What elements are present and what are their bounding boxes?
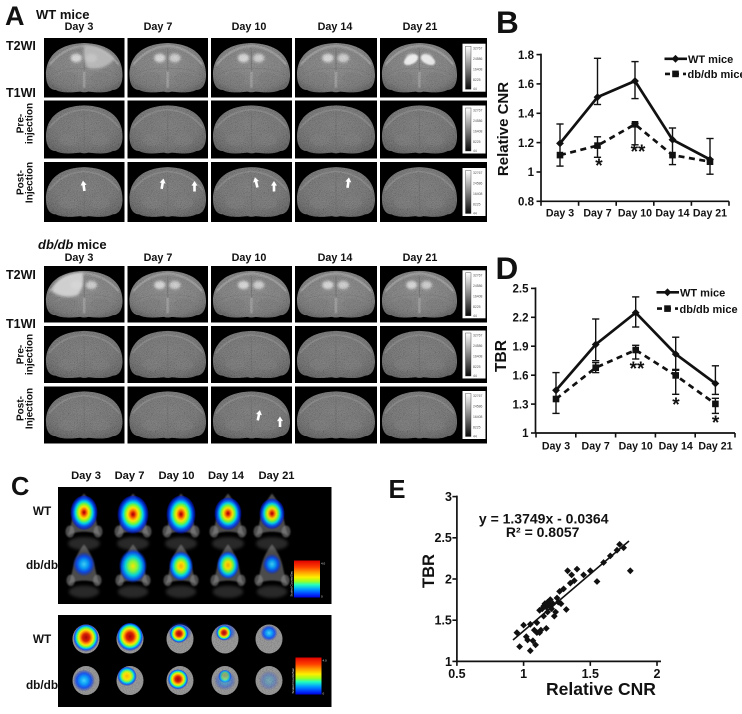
svg-text:*: * (712, 413, 720, 434)
svg-text:Day 3: Day 3 (542, 441, 570, 453)
svg-text:**: ** (630, 359, 645, 380)
svg-text:1.4: 1.4 (518, 109, 535, 121)
svg-text:Day 10: Day 10 (618, 208, 652, 220)
svg-text:1: 1 (445, 655, 452, 669)
svg-text:WT mice: WT mice (688, 54, 733, 66)
svg-text:1.5: 1.5 (435, 614, 452, 628)
svg-text:Scaled Counts/Sec: Scaled Counts/Sec (290, 570, 294, 596)
svg-text:1.2: 1.2 (518, 138, 534, 150)
svg-text:Day 7: Day 7 (582, 441, 610, 453)
svg-text:0.8: 0.8 (518, 197, 535, 209)
svg-text:1.9: 1.9 (513, 341, 529, 353)
svg-text:2.5: 2.5 (513, 284, 530, 296)
svg-text:Scaled Counts/Sec: Scaled Counts/Sec (291, 667, 295, 693)
svg-text:0: 0 (321, 594, 323, 598)
svg-text:2: 2 (654, 667, 661, 681)
svg-text:1.8: 1.8 (518, 50, 535, 62)
svg-text:Day 14: Day 14 (655, 208, 689, 220)
svg-text:1.6: 1.6 (513, 370, 529, 382)
svg-text:4.0: 4.0 (321, 561, 326, 565)
svg-text:1: 1 (528, 167, 535, 179)
svg-text:*: * (672, 395, 680, 416)
svg-text:db/db mice: db/db mice (688, 69, 742, 81)
svg-text:Day 21: Day 21 (693, 208, 727, 220)
svg-text:0: 0 (323, 692, 325, 696)
svg-text:Day 3: Day 3 (546, 208, 574, 220)
svg-text:db/db mice: db/db mice (680, 304, 738, 316)
svg-text:Day 10: Day 10 (619, 441, 653, 453)
svg-text:Day 14: Day 14 (659, 441, 693, 453)
svg-text:2.5: 2.5 (435, 531, 452, 545)
svg-text:Day 21: Day 21 (698, 441, 732, 453)
svg-text:2: 2 (445, 572, 452, 586)
svg-text:*: * (595, 156, 603, 177)
svg-text:2.2: 2.2 (513, 313, 529, 325)
svg-text:**: ** (631, 142, 646, 163)
svg-text:0.5: 0.5 (448, 667, 465, 681)
svg-text:y = 1.3749x - 0.0364: y = 1.3749x - 0.0364 (479, 511, 609, 527)
svg-text:1.5: 1.5 (582, 667, 599, 681)
svg-text:4.0: 4.0 (323, 659, 328, 663)
svg-text:1.3: 1.3 (513, 399, 529, 411)
svg-text:1: 1 (520, 667, 527, 681)
svg-text:1: 1 (522, 428, 529, 440)
svg-text:R² = 0.8057: R² = 0.8057 (506, 524, 580, 540)
svg-text:WT mice: WT mice (680, 288, 725, 300)
svg-text:Day 7: Day 7 (583, 208, 611, 220)
svg-text:3: 3 (445, 490, 452, 504)
svg-text:1.6: 1.6 (518, 79, 534, 91)
